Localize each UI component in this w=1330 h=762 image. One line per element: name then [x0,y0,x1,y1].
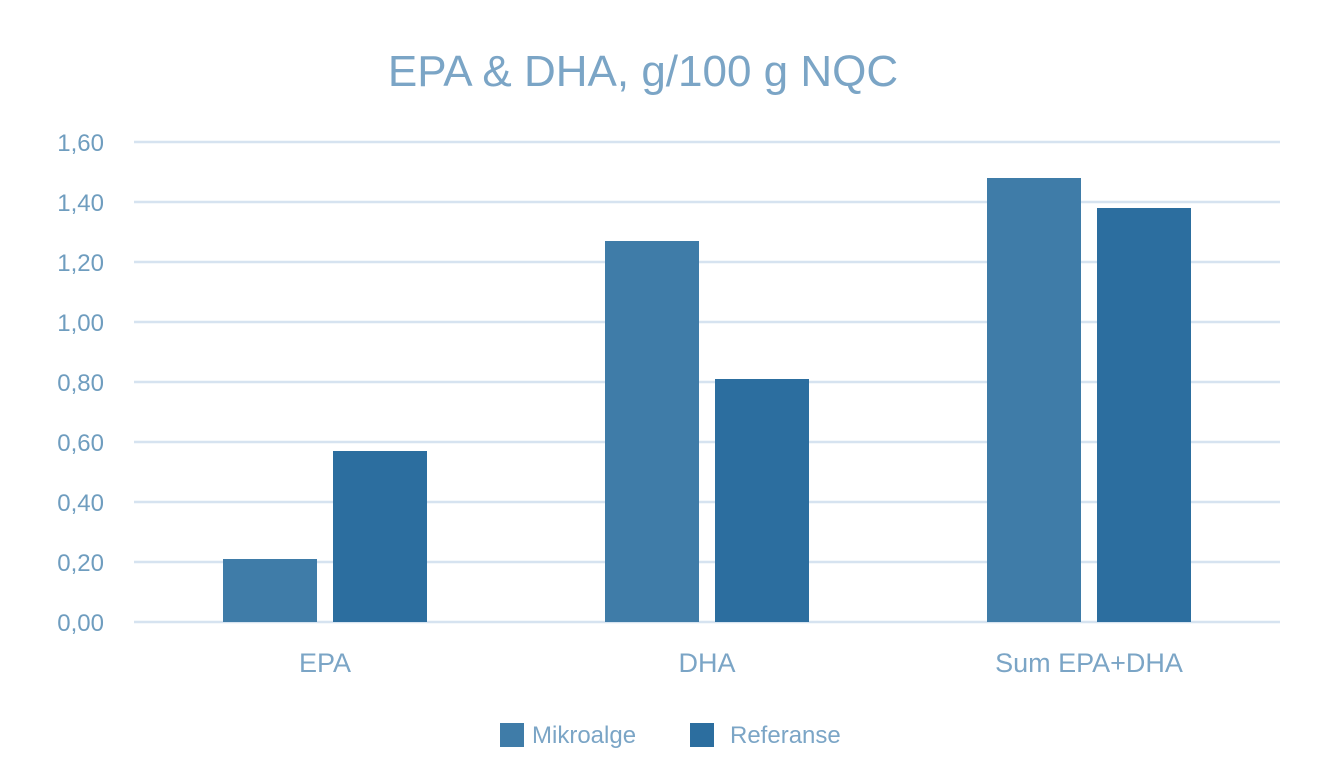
x-category-label: EPA [299,648,351,678]
gridlines [134,140,1280,624]
bar-referanse-1 [715,379,809,622]
bars [223,178,1191,622]
x-category-label: DHA [678,648,735,678]
y-tick-label: 0,80 [57,370,104,397]
y-tick-label: 0,40 [57,490,104,517]
x-axis-category-labels: EPA DHA Sum EPA+DHA [299,648,1183,678]
y-axis-tick-labels: 0,00 0,20 0,40 0,60 0,80 1,00 1,20 1,40 1,60 [57,130,104,637]
x-category-label: Sum EPA+DHA [995,648,1183,678]
legend-swatch-referanse [690,723,714,747]
legend-label-referanse: Referanse [730,722,841,749]
bar-mikroalge-1 [605,241,699,622]
bar-referanse-0 [333,451,427,622]
bar-mikroalge-0 [223,559,317,622]
y-tick-label: 0,00 [57,610,104,637]
y-tick-label: 0,60 [57,430,104,457]
bar-referanse-2 [1097,208,1191,622]
legend-label-mikroalge: Mikroalge [532,722,636,749]
legend: Mikroalge Referanse [500,722,841,749]
bar-mikroalge-2 [987,178,1081,622]
chart-title: EPA & DHA, g/100 g NQC [388,47,898,96]
y-tick-label: 0,20 [57,550,104,577]
y-tick-label: 1,60 [57,130,104,157]
y-tick-label: 1,20 [57,250,104,277]
legend-swatch-mikroalge [500,723,524,747]
y-tick-label: 1,00 [57,310,104,337]
y-tick-label: 1,40 [57,190,104,217]
